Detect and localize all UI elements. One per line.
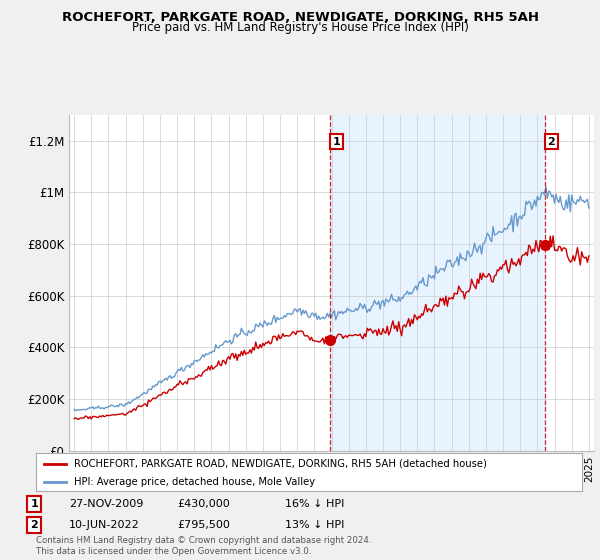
Text: 27-NOV-2009: 27-NOV-2009	[69, 499, 143, 509]
Text: 1: 1	[31, 499, 38, 509]
Text: Price paid vs. HM Land Registry's House Price Index (HPI): Price paid vs. HM Land Registry's House …	[131, 21, 469, 34]
Text: 2: 2	[548, 137, 555, 147]
Text: 13% ↓ HPI: 13% ↓ HPI	[285, 520, 344, 530]
Text: Contains HM Land Registry data © Crown copyright and database right 2024.
This d: Contains HM Land Registry data © Crown c…	[36, 536, 371, 556]
Text: HPI: Average price, detached house, Mole Valley: HPI: Average price, detached house, Mole…	[74, 477, 316, 487]
Text: £430,000: £430,000	[177, 499, 230, 509]
Text: 2: 2	[31, 520, 38, 530]
Text: 10-JUN-2022: 10-JUN-2022	[69, 520, 140, 530]
Text: ROCHEFORT, PARKGATE ROAD, NEWDIGATE, DORKING, RH5 5AH (detached house): ROCHEFORT, PARKGATE ROAD, NEWDIGATE, DOR…	[74, 459, 487, 469]
Text: £795,500: £795,500	[177, 520, 230, 530]
Text: ROCHEFORT, PARKGATE ROAD, NEWDIGATE, DORKING, RH5 5AH: ROCHEFORT, PARKGATE ROAD, NEWDIGATE, DOR…	[62, 11, 539, 24]
Text: 1: 1	[333, 137, 340, 147]
Text: 16% ↓ HPI: 16% ↓ HPI	[285, 499, 344, 509]
Bar	[330, 115, 545, 451]
